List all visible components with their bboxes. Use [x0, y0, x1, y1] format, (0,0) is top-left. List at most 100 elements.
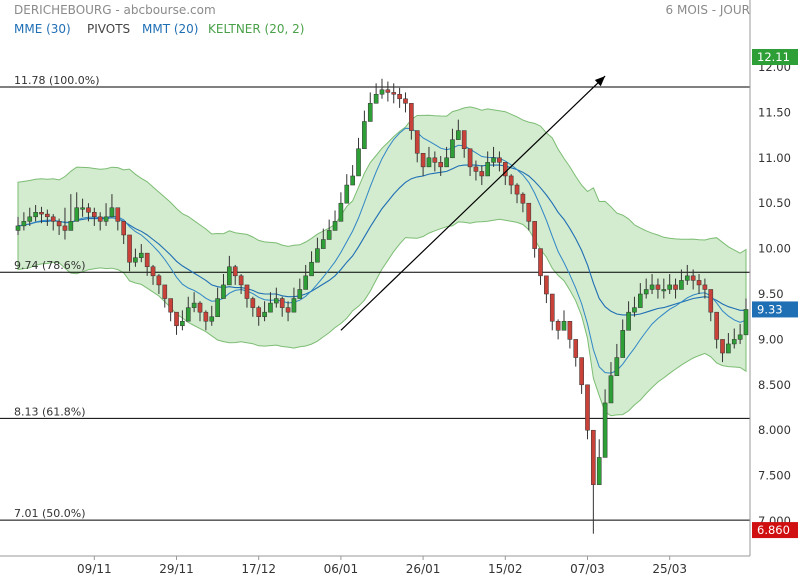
candle-body [432, 157, 438, 163]
x-tick-label: 09/11 [77, 562, 112, 576]
trend-arrowhead [594, 76, 606, 87]
last-price-tag-bg [752, 301, 798, 318]
candle-body [221, 284, 226, 299]
x-tick-label: 07/03 [570, 562, 605, 576]
candle-body [414, 130, 420, 154]
candle-body [661, 289, 667, 292]
candle-body [109, 207, 115, 218]
candle-body [667, 284, 672, 290]
trend-line [340, 75, 606, 331]
candle-body [649, 284, 655, 290]
candle-body [33, 212, 38, 218]
candle-body [508, 175, 514, 186]
keltner-band [17, 106, 747, 417]
trend-arrow [340, 75, 606, 331]
candle-body [174, 311, 179, 327]
price-tags: 12.11 9.33 6.860 [752, 49, 798, 539]
candle-body [514, 184, 520, 195]
candle-body [338, 202, 344, 222]
candle-body [720, 339, 725, 354]
candle-body [150, 266, 156, 277]
candle-body [320, 239, 326, 249]
candle-body [602, 402, 608, 458]
high-price-tag: 12.11 [757, 50, 790, 64]
low-price-tag: 6.860 [757, 523, 790, 537]
y-tick-label: 11.50 [758, 105, 791, 119]
candle-body [620, 330, 626, 358]
candle-body [256, 307, 262, 317]
candle-body [438, 162, 444, 168]
chart-title: DERICHEBOURG - abcbourse.com [14, 3, 216, 17]
x-tick-label: 25/03 [652, 562, 687, 576]
candle-body [409, 103, 414, 131]
candle-body [461, 130, 467, 149]
y-tick-label: 10.00 [758, 242, 791, 256]
candle-body [279, 298, 285, 308]
candle-body [426, 157, 432, 168]
candle-body [596, 457, 602, 485]
candle-body [185, 307, 191, 322]
candle-body [92, 212, 97, 218]
candle-body [673, 284, 678, 290]
candle-body [133, 257, 138, 263]
legend-mme: MME (30) [14, 22, 71, 36]
candle-body [303, 275, 308, 290]
y-tick-label: 9.50 [758, 287, 784, 301]
x-tick-label: 29/11 [159, 562, 194, 576]
candle-body [456, 130, 461, 140]
candle-body [450, 139, 455, 159]
candle-body [197, 302, 203, 313]
candle-body [385, 89, 391, 93]
candle-body [467, 148, 473, 168]
candle-body [643, 289, 649, 295]
candle-body [373, 93, 379, 104]
x-tick-label: 26/01 [406, 562, 441, 576]
candle-body [203, 311, 209, 322]
fib-label: 7.01 (50.0%) [14, 507, 86, 520]
y-tick-label: 11.00 [758, 151, 791, 165]
candle-body [285, 307, 291, 313]
candle-body [262, 311, 267, 317]
candle-body [156, 275, 162, 286]
fibonacci-levels: 11.78 (100.0%) 9.74 (78.6%) 8.13 (61.8%) 7.… [0, 74, 750, 521]
candle-body [614, 357, 620, 376]
candles [15, 78, 749, 534]
candle-body [526, 202, 532, 222]
candle-body [479, 171, 485, 177]
candle-body [356, 148, 361, 177]
candle-body [731, 339, 737, 345]
candle-body [497, 157, 502, 163]
y-axis: 12.0011.5011.0010.5010.009.509.008.5008.… [758, 60, 791, 528]
legend-pivots: PIVOTS [87, 22, 130, 36]
low-price-tag-bg [752, 522, 798, 539]
candle-body [291, 298, 297, 313]
candle-body [45, 213, 50, 218]
candle-body [379, 89, 385, 95]
candle-body [315, 248, 320, 263]
keltner-band-area [17, 106, 747, 417]
candle-body [520, 193, 526, 204]
candle-body [180, 320, 185, 327]
candle-body [80, 207, 85, 210]
legend: MME (30) PIVOTS MMT (20) KELTNER (20, 2) [14, 22, 304, 36]
x-axis: 09/11 29/11 17/12 06/01 26/01 15/02 07/03 25/03 [77, 556, 687, 576]
last-price-tag: 9.33 [757, 302, 783, 316]
candle-body [696, 280, 702, 286]
candle-body [39, 212, 44, 215]
candle-body [708, 289, 714, 313]
candle-body [591, 429, 596, 485]
candle-body [86, 207, 91, 213]
candle-body [679, 280, 684, 290]
x-tick-label: 15/02 [488, 562, 523, 576]
candle-body [138, 252, 144, 258]
ma-line-mmt [17, 127, 747, 374]
candle-body [232, 266, 238, 277]
candle-body [561, 320, 567, 331]
candle-body [274, 298, 279, 304]
candle-body [714, 311, 719, 340]
candle-body [350, 175, 355, 186]
candle-body [68, 221, 74, 231]
moving-averages [17, 127, 747, 374]
candle-body [168, 298, 173, 313]
candle-body [626, 311, 631, 331]
